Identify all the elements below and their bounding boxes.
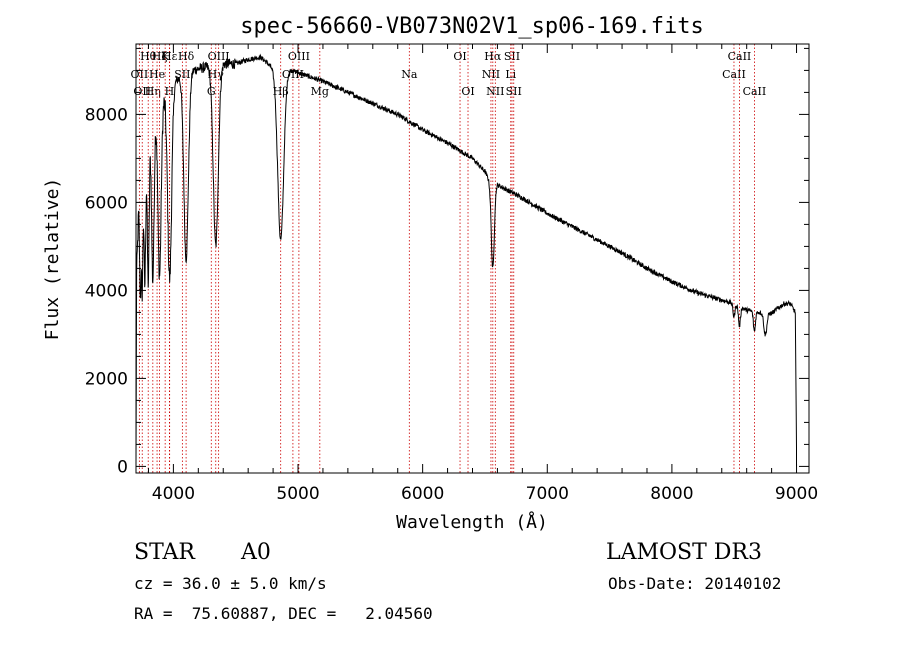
redshift-text: cz = 36.0 ± 5.0 km/s [134, 574, 327, 593]
line-marker-label: Hε [162, 50, 178, 63]
line-marker-label: OI [453, 50, 466, 63]
axis-ticks: 4000 5000 6000 7000 8000 9000 0 2000 4000 6000 800… [85, 44, 818, 504]
line-marker-label: CaII [728, 50, 752, 63]
x-tick-label: 6000 [401, 484, 444, 504]
line-marker-label: SII [506, 85, 522, 98]
line-marker-label: NII [482, 68, 500, 81]
y-tick-label: 2000 [85, 369, 128, 389]
y-tick-label: 0 [117, 457, 128, 477]
line-marker-label: OIII [288, 50, 310, 63]
line-marker-label: OIII [208, 50, 230, 63]
line-marker-label: SII [504, 50, 520, 63]
line-marker-label: Hδ [178, 50, 195, 63]
line-marker-label: Mg [311, 85, 329, 98]
line-marker-label: Hβ [273, 85, 289, 98]
line-marker-label: Hα [484, 50, 502, 63]
line-marker-label: CaII [743, 85, 767, 98]
line-marker-label: Hη [145, 85, 161, 98]
object-class: STAR [134, 540, 195, 565]
chart-title: spec-56660-VB073N02V1_sp06-169.fits [240, 14, 704, 39]
survey-name: LAMOST DR3 [606, 540, 762, 565]
x-tick-label: 5000 [276, 484, 319, 504]
line-marker-label: Li [505, 68, 516, 81]
coordinates-text: RA = 75.60887, DEC = 2.04560 [134, 604, 433, 623]
line-marker-label: H [165, 85, 175, 98]
y-axis-label: Flux (relative) [42, 178, 63, 341]
x-tick-label: 9000 [775, 484, 818, 504]
line-marker-label: CaII [722, 68, 746, 81]
line-marker-label: Hγ [208, 68, 225, 81]
y-tick-label: 4000 [85, 281, 128, 301]
spectrum-chart: spec-56660-VB073N02V1_sp06-169.fits OII O… [42, 14, 818, 533]
line-marker-label: Na [401, 68, 418, 81]
spectrum-line [135, 53, 797, 467]
line-markers: OIIOIIHθHηHeHζKHHεSIIHδGHγOIIIHβOIIIOIII… [131, 44, 767, 473]
line-marker-label: Hζ [152, 50, 168, 63]
y-tick-label: 6000 [85, 193, 128, 213]
line-marker-label: OI [461, 85, 474, 98]
line-marker-label: K [161, 50, 170, 63]
x-tick-label: 4000 [152, 484, 195, 504]
line-marker-label: G [207, 85, 216, 98]
object-subclass: A0 [241, 540, 271, 565]
x-tick-label: 8000 [650, 484, 693, 504]
line-marker-label: He [149, 68, 165, 81]
plot-frame [135, 43, 810, 474]
line-marker-label: OII [133, 85, 151, 98]
x-axis-label: Wavelength (Å) [396, 511, 548, 533]
line-marker-label: Hθ [140, 50, 157, 63]
line-marker-label: NII [486, 85, 504, 98]
obs-date-text: Obs-Date: 20140102 [608, 574, 782, 593]
spectrum-series [135, 53, 797, 467]
line-marker-label: OII [131, 68, 149, 81]
x-tick-label: 7000 [526, 484, 569, 504]
y-tick-label: 8000 [85, 105, 128, 125]
